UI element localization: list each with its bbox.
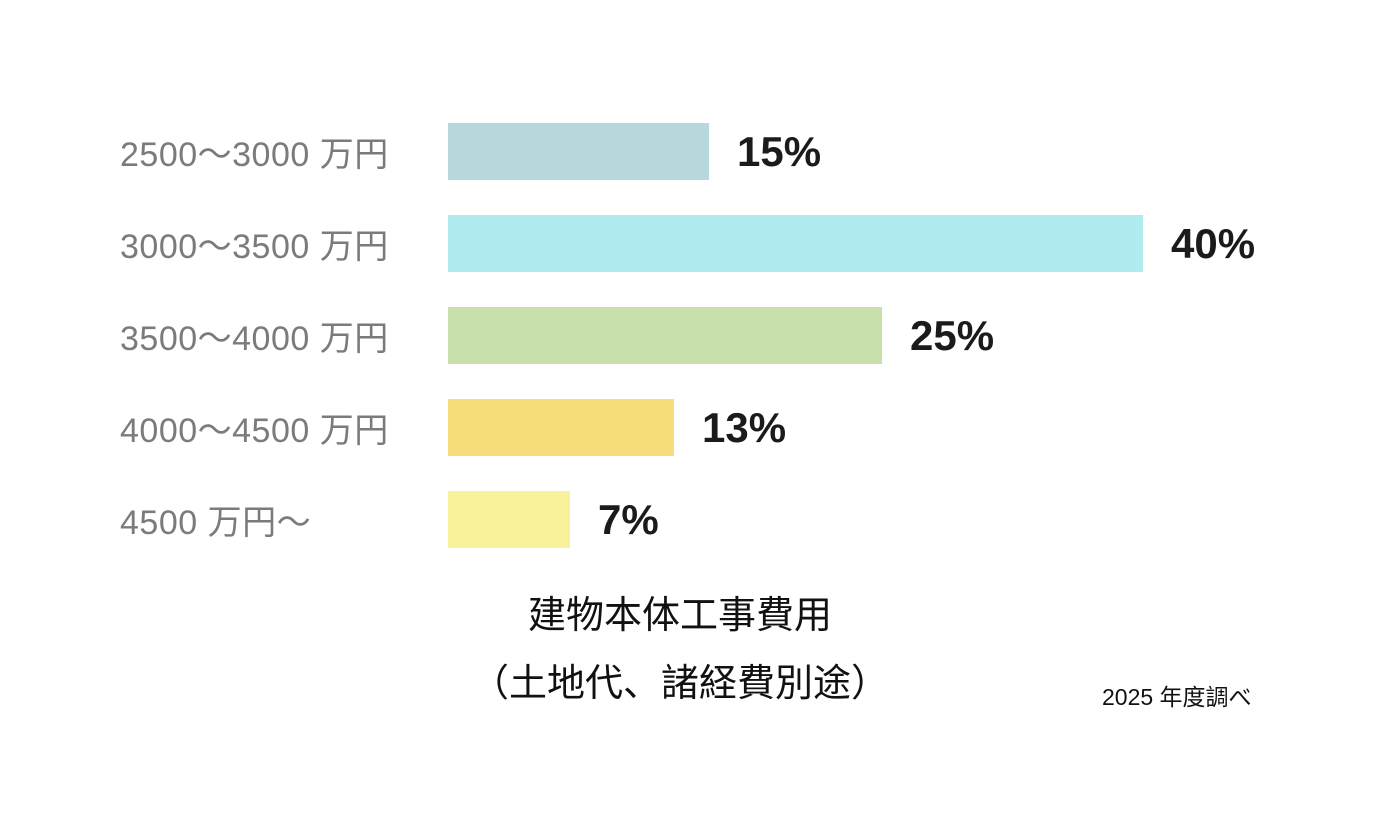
bar-row: 4000〜4500 万円 13%	[120, 399, 1255, 456]
category-label: 3000〜3500 万円	[120, 228, 389, 266]
bar-segment	[448, 399, 674, 456]
bar-segment	[448, 491, 570, 548]
category-label: 4500 万円〜	[120, 504, 312, 542]
category-label: 2500〜3000 万円	[120, 136, 389, 174]
bar-row: 3000〜3500 万円 40%	[120, 215, 1255, 272]
category-label: 4000〜4500 万円	[120, 412, 389, 450]
value-label: 40%	[1171, 219, 1256, 267]
value-label: 15%	[737, 127, 822, 175]
bar-row: 4500 万円〜 7%	[120, 491, 1255, 548]
bar-segment	[448, 307, 882, 364]
value-label: 13%	[702, 403, 787, 451]
value-label: 7%	[598, 495, 659, 543]
chart-title-block: 建物本体工事費用 （土地代、諸経費別途）	[420, 582, 940, 718]
category-label: 3500〜4000 万円	[120, 320, 389, 358]
bar-segment	[448, 123, 709, 180]
bar-segment	[448, 215, 1143, 272]
bar-row: 3500〜4000 万円 25%	[120, 307, 1255, 364]
survey-footnote: 2025 年度調べ	[1102, 684, 1252, 710]
bar-row: 2500〜3000 万円 15%	[120, 123, 1255, 180]
chart-title: 建物本体工事費用	[527, 595, 832, 637]
chart-subtitle: （土地代、諸経費別途）	[470, 663, 889, 705]
value-label: 25%	[910, 311, 995, 359]
bar-chart: 2500〜3000 万円 15% 3000〜3500 万円 40% 3500〜4…	[120, 123, 1255, 583]
